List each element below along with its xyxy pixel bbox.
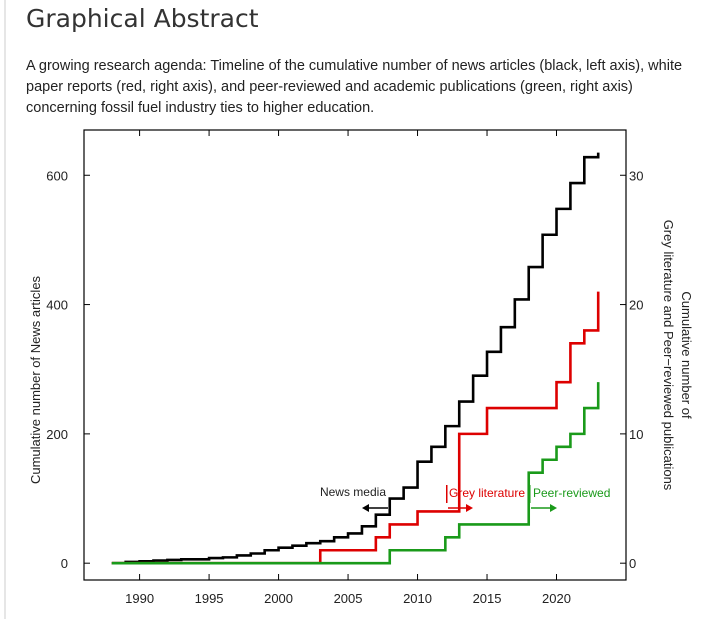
x-tick-label: 2015 [473,591,502,606]
y2-tick-label: 20 [629,298,643,313]
x-tick-label: 2000 [264,591,293,606]
x-tick-label: 2020 [542,591,571,606]
x-tick-label: 1995 [195,591,224,606]
y-axis-label: Cumulative number of News articles [28,275,43,484]
caption: A growing research agenda: Timeline of t… [26,58,683,116]
series-line [111,152,600,565]
y-tick-label: 600 [46,168,68,183]
heading: Graphical Abstract [26,4,259,33]
series-line [111,291,600,565]
y2-tick-label: 30 [629,168,643,183]
y2-axis-label: Cumulative number of [679,291,694,419]
side-rule [4,0,6,619]
annotation-arrowhead [362,504,369,512]
y-tick-label: 400 [46,298,68,313]
plot-frame [83,129,627,581]
x-tick-label: 2005 [334,591,363,606]
annotation-arrowhead [466,504,473,512]
x-tick-label: 2010 [403,591,432,606]
annotation-rule [446,485,448,503]
y-tick-label: 200 [46,427,68,442]
series-line [111,382,600,565]
y-tick-label: 0 [61,556,68,571]
y2-tick-label: 10 [629,427,643,442]
annotation: News media [320,485,386,499]
y2-axis-label: Grey literature and Peer−reviewed public… [661,220,676,491]
annotation: Grey literature [449,486,525,500]
annotation: Peer-reviewed [533,486,610,500]
y2-tick-label: 0 [629,556,636,571]
annotation-arrowhead [550,504,557,512]
x-tick-label: 1990 [125,591,154,606]
